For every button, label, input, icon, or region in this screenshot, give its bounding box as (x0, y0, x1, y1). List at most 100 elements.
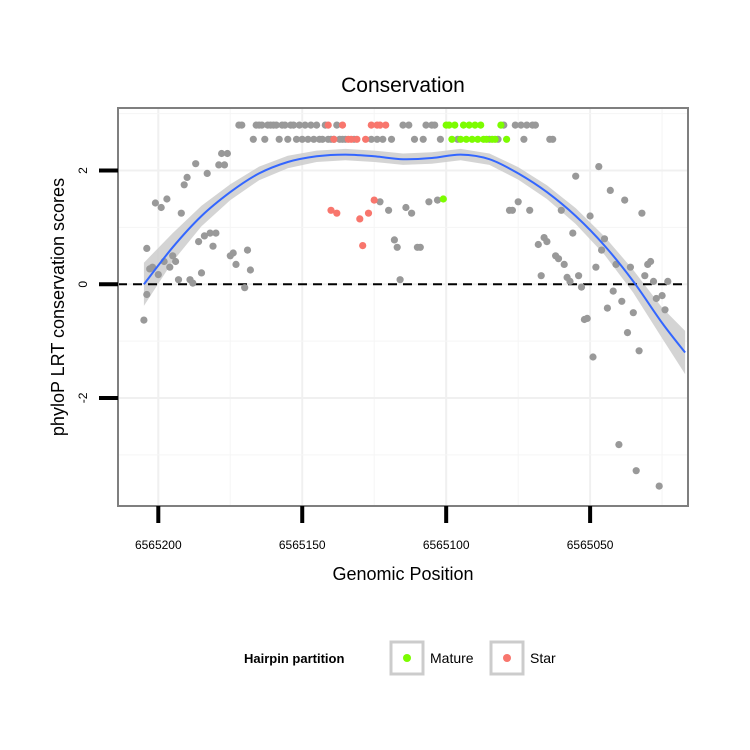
legend-marker-mature (403, 654, 411, 662)
point-other (549, 135, 557, 143)
plot-border (117, 107, 689, 507)
point-other (422, 121, 430, 129)
x-axis-ticks: 6565200 6565150 6565100 6565050 (135, 506, 614, 552)
point-other (586, 212, 594, 220)
point-other (399, 121, 407, 129)
point-other (290, 121, 298, 129)
point-other (623, 329, 632, 337)
point-other (223, 149, 231, 158)
point-star (327, 206, 335, 214)
point-other (143, 244, 151, 252)
point-mature (474, 135, 482, 143)
point-mature (497, 121, 505, 129)
point-other (220, 161, 229, 169)
point-other (577, 283, 586, 291)
legend-entry-star: Star (489, 640, 556, 676)
point-other (664, 277, 672, 285)
point-other (615, 441, 623, 449)
point-mature (439, 195, 447, 203)
legend-label-mature: Mature (430, 650, 474, 666)
point-other (621, 196, 629, 204)
point-other (647, 257, 655, 266)
point-other (609, 287, 617, 295)
point-other (537, 272, 545, 280)
point-other (246, 266, 254, 274)
point-other (189, 279, 197, 287)
point-other (520, 135, 528, 143)
point-other (218, 149, 226, 158)
point-other (641, 272, 649, 280)
point-other (508, 206, 516, 214)
point-other (261, 135, 269, 143)
point-star (338, 121, 347, 129)
point-other (373, 135, 381, 143)
point-other (229, 249, 237, 257)
point-other (603, 304, 612, 312)
point-other (304, 135, 312, 143)
point-other (298, 135, 306, 143)
legend: Hairpin partition Mature Star (244, 640, 556, 676)
loess-curve (143, 153, 686, 354)
point-star (353, 135, 361, 143)
point-other (393, 243, 401, 251)
point-other (523, 121, 531, 129)
point-mature (477, 121, 485, 129)
point-other (583, 314, 591, 322)
point-other (174, 276, 183, 284)
point-other (151, 199, 159, 207)
point-star (370, 196, 378, 204)
point-mature (491, 135, 499, 143)
point-other (200, 232, 208, 240)
point-other (396, 276, 404, 284)
point-other (416, 243, 424, 251)
point-star (367, 121, 375, 129)
point-other (626, 263, 635, 271)
point-other (310, 135, 318, 143)
point-other (658, 292, 666, 300)
point-other (569, 229, 577, 237)
point-other (177, 209, 185, 217)
point-other (572, 172, 580, 180)
point-other (258, 121, 266, 129)
point-mature (445, 121, 453, 129)
point-other (635, 347, 643, 355)
point-star (364, 209, 373, 217)
point-other (387, 135, 396, 143)
point-other (517, 121, 525, 129)
point-other (514, 198, 522, 206)
point-other (592, 263, 600, 271)
point-other (595, 163, 603, 171)
plot-background (118, 108, 688, 506)
point-mature (465, 121, 473, 129)
point-other (169, 252, 177, 260)
point-star (382, 121, 390, 129)
point-star (347, 135, 355, 143)
point-other (661, 306, 669, 314)
point-other (376, 198, 384, 206)
point-other (232, 260, 240, 268)
y-axis-label: phyloP LRT conservation scores (48, 178, 68, 436)
point-other (281, 121, 289, 129)
point-mature (471, 121, 479, 129)
point-other (209, 242, 217, 250)
point-other (249, 135, 257, 143)
legend-entry-mature: Mature (389, 640, 474, 676)
point-other (638, 209, 646, 217)
point-other (534, 240, 542, 249)
point-other (197, 269, 206, 277)
point-other (526, 206, 534, 214)
legend-title: Hairpin partition (244, 651, 344, 666)
point-other (154, 271, 162, 279)
point-other (419, 135, 427, 143)
point-mature (459, 121, 468, 129)
point-star (330, 135, 338, 143)
point-other (206, 229, 214, 237)
point-other (652, 294, 660, 303)
point-mature (462, 135, 470, 143)
point-other (575, 272, 583, 280)
point-other (557, 206, 565, 214)
chart-title: Conservation (341, 74, 465, 97)
point-other (600, 235, 609, 243)
point-other (241, 284, 249, 292)
